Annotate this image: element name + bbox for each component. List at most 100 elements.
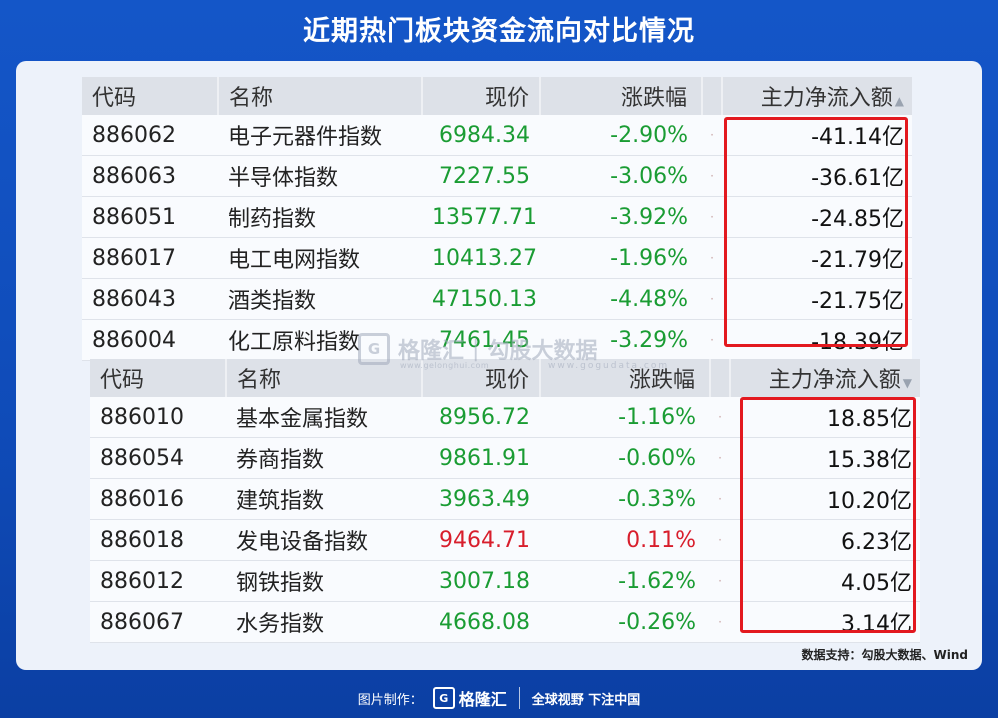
name-cell: 基本金属指数 — [226, 397, 422, 438]
change-cell: -3.92% — [540, 196, 702, 238]
flow-cell: -21.75亿 — [722, 278, 912, 320]
price-cell: 7461.45 — [422, 319, 540, 361]
outflow-highlight-box — [724, 117, 908, 347]
header-name[interactable]: 名称 — [225, 359, 422, 397]
row-marker: · — [702, 155, 722, 197]
code-cell: 886004 — [82, 319, 218, 361]
change-cell: -0.60% — [540, 437, 710, 479]
code-cell: 886054 — [90, 437, 226, 479]
table-row[interactable]: 886051 制药指数 13577.71 -3.92% · -24.85亿 — [82, 196, 912, 238]
triangle-up-icon[interactable]: ▲ — [894, 94, 904, 108]
header-price[interactable]: 现价 — [421, 77, 540, 115]
header-name[interactable]: 名称 — [217, 77, 422, 115]
header-price[interactable]: 现价 — [421, 359, 540, 397]
footer: 图片制作： G 格隆汇 全球视野 下注中国 — [0, 678, 998, 718]
content-panel: 代码 名称 现价 涨跌幅 主力净流入额 ▲ 886062 电子元器件指数 6984.3… — [16, 61, 982, 670]
table-row[interactable]: 886067 水务指数 4668.08 -0.26% · 3.14亿 — [90, 601, 920, 643]
row-marker: · — [710, 478, 730, 520]
header-change[interactable]: 涨跌幅 — [539, 77, 702, 115]
price-cell: 7227.55 — [422, 155, 540, 197]
inflow-highlight-box — [740, 397, 916, 633]
header-change[interactable]: 涨跌幅 — [539, 359, 710, 397]
code-cell: 886043 — [82, 278, 218, 320]
table-row[interactable]: 886012 钢铁指数 3007.18 -1.62% · 4.05亿 — [90, 560, 920, 602]
flow-cell: 6.23亿 — [730, 519, 920, 561]
flow-cell: 4.05亿 — [730, 560, 920, 602]
footer-brand: 格隆汇 — [458, 690, 507, 709]
header-spacer — [701, 77, 722, 115]
row-marker: · — [702, 196, 722, 238]
name-cell: 发电设备指数 — [226, 519, 422, 561]
header-flow-label: 主力净流入额 — [760, 86, 893, 111]
code-cell: 886063 — [82, 155, 218, 197]
name-cell: 水务指数 — [226, 601, 422, 643]
row-marker: · — [710, 397, 730, 438]
change-cell: -3.29% — [540, 319, 702, 361]
code-cell: 886067 — [90, 601, 226, 643]
change-cell: -3.06% — [540, 155, 702, 197]
name-cell: 钢铁指数 — [226, 560, 422, 602]
name-cell: 建筑指数 — [226, 478, 422, 520]
row-marker: · — [710, 601, 730, 643]
flow-cell: -18.39亿 — [722, 319, 912, 361]
inflow-header-row: 代码 名称 现价 涨跌幅 主力净流入额 ▼ — [90, 359, 920, 397]
table-row[interactable]: 886018 发电设备指数 9464.71 0.11% · 6.23亿 — [90, 519, 920, 561]
flow-cell: 3.14亿 — [730, 601, 920, 643]
name-cell: 电子元器件指数 — [218, 115, 422, 156]
code-cell: 886062 — [82, 115, 218, 156]
price-cell: 9464.71 — [422, 519, 540, 561]
header-flow-label: 主力净流入额 — [768, 368, 901, 393]
name-cell: 券商指数 — [226, 437, 422, 479]
footer-label: 图片制作： — [357, 692, 423, 708]
price-cell: 3007.18 — [422, 560, 540, 602]
price-cell: 3963.49 — [422, 478, 540, 520]
table-row[interactable]: 886004 化工原料指数 7461.45 -3.29% · -18.39亿 — [82, 319, 912, 361]
change-cell: -1.62% — [540, 560, 710, 602]
outflow-header-row: 代码 名称 现价 涨跌幅 主力净流入额 ▲ — [82, 77, 912, 115]
table-row[interactable]: 886054 券商指数 9861.91 -0.60% · 15.38亿 — [90, 437, 920, 479]
flow-cell: 18.85亿 — [730, 397, 920, 438]
name-cell: 电工电网指数 — [218, 237, 422, 279]
row-marker: · — [702, 319, 722, 361]
price-cell: 13577.71 — [422, 196, 540, 238]
price-cell: 8956.72 — [422, 397, 540, 438]
table-row[interactable]: 886043 酒类指数 47150.13 -4.48% · -21.75亿 — [82, 278, 912, 320]
flow-cell: 15.38亿 — [730, 437, 920, 479]
price-cell: 4668.08 — [422, 601, 540, 643]
outflow-table: 代码 名称 现价 涨跌幅 主力净流入额 ▲ 886062 电子元器件指数 6984.3… — [82, 77, 912, 361]
row-marker: · — [702, 115, 722, 156]
price-cell: 9861.91 — [422, 437, 540, 479]
change-cell: -1.16% — [540, 397, 710, 438]
header-flow[interactable]: 主力净流入额 ▲ — [721, 77, 912, 115]
code-cell: 886017 — [82, 237, 218, 279]
header-spacer — [709, 359, 730, 397]
table-row[interactable]: 886062 电子元器件指数 6984.34 -2.90% · -41.14亿 — [82, 115, 912, 156]
table-row[interactable]: 886010 基本金属指数 8956.72 -1.16% · 18.85亿 — [90, 397, 920, 438]
row-marker: · — [702, 278, 722, 320]
table-row[interactable]: 886016 建筑指数 3963.49 -0.33% · 10.20亿 — [90, 478, 920, 520]
header-flow[interactable]: 主力净流入额 ▼ — [729, 359, 920, 397]
code-cell: 886012 — [90, 560, 226, 602]
header-code[interactable]: 代码 — [90, 359, 226, 397]
flow-cell: -21.79亿 — [722, 237, 912, 279]
code-cell: 886018 — [90, 519, 226, 561]
change-cell: 0.11% — [540, 519, 710, 561]
row-marker: · — [710, 437, 730, 479]
flow-cell: -41.14亿 — [722, 115, 912, 156]
header-code[interactable]: 代码 — [82, 77, 218, 115]
row-marker: · — [710, 560, 730, 602]
table-row[interactable]: 886063 半导体指数 7227.55 -3.06% · -36.61亿 — [82, 155, 912, 197]
name-cell: 化工原料指数 — [218, 319, 422, 361]
price-cell: 10413.27 — [422, 237, 540, 279]
change-cell: -4.48% — [540, 278, 702, 320]
flow-cell: -36.61亿 — [722, 155, 912, 197]
change-cell: -0.33% — [540, 478, 710, 520]
triangle-down-icon[interactable]: ▼ — [902, 376, 912, 390]
gelonghui-logo-icon: G — [432, 687, 455, 709]
code-cell: 886051 — [82, 196, 218, 238]
table-row[interactable]: 886017 电工电网指数 10413.27 -1.96% · -21.79亿 — [82, 237, 912, 279]
flow-cell: 10.20亿 — [730, 478, 920, 520]
change-cell: -1.96% — [540, 237, 702, 279]
data-source: 数据支持：勾股大数据、Wind — [801, 648, 968, 662]
name-cell: 制药指数 — [218, 196, 422, 238]
